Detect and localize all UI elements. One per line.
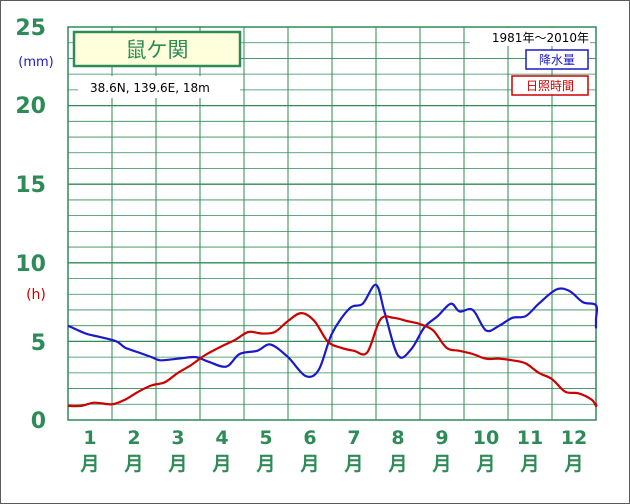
station-coords: 38.6N, 139.6E, 18m: [90, 81, 210, 95]
x-tick-label: 9: [435, 427, 448, 449]
x-tick-label-month: 月: [519, 453, 539, 475]
y-tick-label: 5: [31, 331, 46, 356]
x-tick-label-month: 月: [387, 453, 407, 475]
x-tick-label-month: 月: [475, 453, 495, 475]
x-tick-label-month: 月: [123, 453, 143, 475]
series-line-precipitation: [67, 283, 599, 378]
x-tick-label: 6: [303, 427, 316, 449]
x-tick-label: 12: [561, 427, 587, 449]
x-tick-label-month: 月: [299, 453, 319, 475]
station-box: 鼠ケ関: [72, 30, 242, 68]
y-tick-label: 20: [15, 94, 46, 119]
x-axis: 1 月 2 月 3 月 4 月 5 月 6 月 7 月 8 月 9 月 10 月 11 月 12 月: [79, 427, 587, 475]
x-tick-label: 7: [347, 427, 360, 449]
x-tick-label: 2: [127, 427, 140, 449]
y-unit-precipitation: (mm): [18, 55, 53, 70]
legend-sunshine: 日照時間: [511, 75, 589, 96]
series-lines: [67, 283, 599, 408]
y-unit-sunshine: (h): [26, 287, 46, 303]
x-tick-label: 5: [259, 427, 272, 449]
x-tick-label-month: 月: [211, 453, 231, 475]
x-tick-label-month: 月: [343, 453, 363, 475]
y-tick-label: 0: [31, 409, 46, 434]
station-name: 鼠ケ関: [126, 38, 189, 62]
series-line-sunshine: [67, 312, 598, 408]
legend-label-precipitation: 降水量: [539, 53, 575, 67]
legend-precipitation: 降水量: [525, 49, 589, 70]
x-tick-label: 11: [517, 427, 543, 449]
x-tick-label-month: 月: [255, 453, 275, 475]
grid: [68, 27, 596, 420]
x-tick-label: 1: [83, 427, 96, 449]
x-tick-label: 3: [171, 427, 184, 449]
x-tick-label-month: 月: [431, 453, 451, 475]
x-tick-label-month: 月: [167, 453, 187, 475]
x-tick-label-month: 月: [563, 453, 583, 475]
y-tick-label: 15: [15, 173, 46, 198]
x-tick-label-month: 月: [79, 453, 99, 475]
x-tick-label: 4: [215, 427, 228, 449]
x-tick-label: 10: [473, 427, 499, 449]
x-tick-label: 8: [391, 427, 404, 449]
y-tick-label: 10: [15, 252, 46, 277]
legend-label-sunshine: 日照時間: [526, 79, 574, 93]
y-tick-label: 25: [15, 16, 46, 41]
period-label: 1981年〜2010年: [492, 31, 589, 45]
y-axis: 25 20 15 10 5 0 (mm) (h): [15, 16, 53, 434]
